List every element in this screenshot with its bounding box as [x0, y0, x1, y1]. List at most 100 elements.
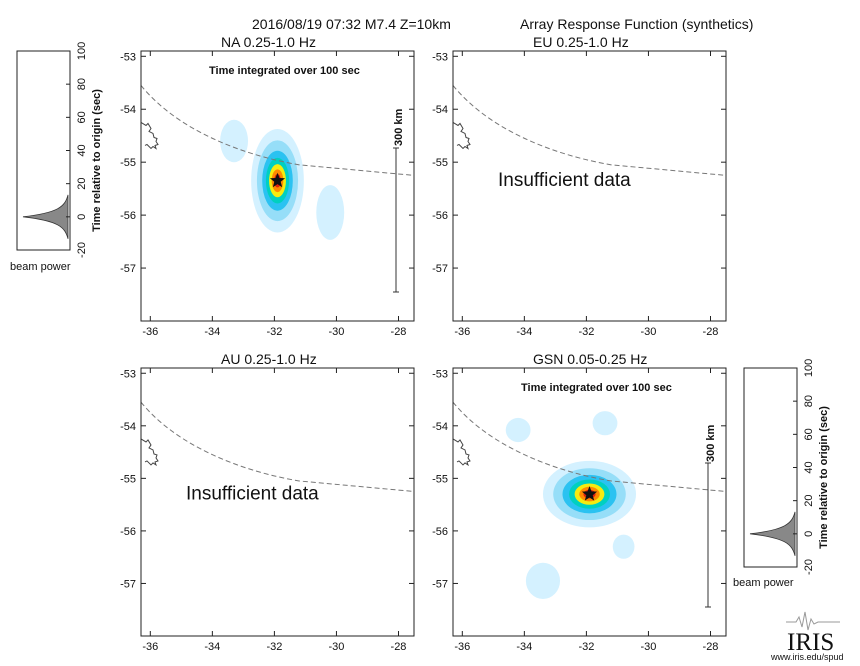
beam-tick-label: -20	[803, 559, 815, 575]
y-tick-label: -56	[432, 210, 448, 222]
beam-tick-label: -20	[76, 242, 88, 258]
x-tick-label: -32	[266, 641, 282, 653]
heat-blob	[612, 534, 635, 559]
x-tick-label: -34	[204, 326, 220, 338]
scale-bar-label: 300 km	[393, 108, 405, 146]
y-tick-label: -54	[120, 421, 136, 433]
x-tick-label: -28	[391, 326, 407, 338]
beam-y-label: Time relative to origin (sec)	[818, 406, 830, 549]
epicenter-star-icon	[581, 486, 598, 501]
heat-blob	[316, 185, 345, 240]
map-frame	[140, 50, 415, 322]
y-tick-label: -57	[432, 263, 448, 275]
y-tick-label: -54	[432, 421, 448, 433]
y-tick-label: -55	[432, 157, 448, 169]
heat-contour	[316, 185, 345, 240]
x-tick-label: -34	[516, 326, 532, 338]
iris-logo: IRIS www.iris.edu/spud	[770, 611, 844, 662]
event-header: 2016/08/19 07:32 M7.4 Z=10km	[252, 16, 451, 32]
y-tick-label: -57	[120, 578, 136, 590]
map-frame	[452, 367, 727, 637]
insufficient-data-message: Insufficient data	[498, 170, 631, 191]
x-tick-label: -32	[578, 641, 594, 653]
x-tick-label: -28	[703, 326, 719, 338]
beam-tick-label: 40	[803, 461, 815, 473]
coastline	[453, 438, 471, 467]
x-tick-label: -36	[454, 326, 470, 338]
x-tick-label: -30	[328, 641, 344, 653]
x-tick-label: -32	[266, 326, 282, 338]
beam-tick-label: 60	[76, 111, 88, 123]
x-tick-label: -30	[328, 326, 344, 338]
heat-contour	[525, 562, 561, 599]
heat-blob	[525, 562, 561, 599]
x-tick-label: -34	[516, 641, 532, 653]
y-tick-label: -53	[120, 368, 136, 380]
beam-tick-label: 20	[76, 178, 88, 190]
x-tick-label: -36	[454, 641, 470, 653]
y-tick-label: -56	[120, 526, 136, 538]
trench-line	[141, 85, 414, 176]
x-tick-label: -36	[142, 641, 158, 653]
heat-blob	[505, 417, 531, 443]
beam-tick-label: 40	[76, 144, 88, 156]
map-panel: -36 -34 -32 -30 -28 -53 -54 -55 -56 -57 EU 0.25-1.…	[432, 34, 727, 338]
beam-tick-label: 20	[803, 495, 815, 507]
beam-power-curve	[22, 194, 69, 239]
iris-url: www.iris.edu/spud	[770, 652, 844, 662]
map-title: NA 0.25-1.0 Hz	[221, 34, 316, 50]
figure-title: Array Response Function (synthetics)	[520, 16, 753, 32]
beam-power-curve	[749, 511, 796, 556]
beam-x-label: beam power	[10, 261, 71, 273]
trench-line	[453, 401, 726, 492]
beam-y-label: Time relative to origin (sec)	[91, 89, 103, 232]
iris-logo-text: IRIS	[787, 629, 834, 656]
integration-note: Time integrated over 100 sec	[521, 382, 672, 394]
x-tick-label: -28	[391, 641, 407, 653]
y-tick-label: -55	[432, 473, 448, 485]
beam-tick-label: 0	[803, 531, 815, 537]
beam-tick-label: 100	[76, 42, 88, 60]
beam-tick-label: 60	[803, 428, 815, 440]
beam-tick-label: 80	[803, 395, 815, 407]
map-frame	[452, 50, 727, 322]
heat-contour	[505, 417, 531, 443]
map-frame	[140, 367, 415, 637]
beam-tick-label: 80	[76, 78, 88, 90]
heat-contour	[592, 411, 618, 436]
beam-tick-label: 0	[76, 214, 88, 220]
y-tick-label: -55	[120, 157, 136, 169]
y-tick-label: -53	[432, 368, 448, 380]
map-panels: -36 -34 -32 -30 -28 -53 -54 -55 -56 -57 NA 0.25-1.…	[120, 34, 727, 653]
y-tick-label: -57	[432, 578, 448, 590]
scale-bar-label: 300 km	[705, 424, 717, 462]
y-tick-label: -57	[120, 263, 136, 275]
map-panel: -36 -34 -32 -30 -28 -53 -54 -55 -56 -57 AU 0.25-1.…	[120, 351, 415, 653]
map-title: GSN 0.05-0.25 Hz	[533, 351, 647, 367]
map-title: AU 0.25-1.0 Hz	[221, 351, 317, 367]
x-tick-label: -30	[640, 641, 656, 653]
x-tick-label: -30	[640, 326, 656, 338]
y-tick-label: -54	[432, 104, 448, 116]
coastline	[141, 122, 159, 150]
beam-x-label: beam power	[733, 577, 794, 589]
y-tick-label: -55	[120, 473, 136, 485]
x-tick-label: -28	[703, 641, 719, 653]
heat-blob	[592, 411, 618, 436]
map-panel: -36 -34 -32 -30 -28 -53 -54 -55 -56 -57 GSN 0.05-0…	[432, 351, 727, 653]
integration-note: Time integrated over 100 sec	[209, 65, 360, 77]
map-title: EU 0.25-1.0 Hz	[533, 34, 629, 50]
x-tick-label: -32	[578, 326, 594, 338]
heat-contour	[220, 119, 249, 163]
y-tick-label: -53	[120, 51, 136, 63]
heat-blob	[220, 119, 249, 163]
y-tick-label: -56	[432, 526, 448, 538]
coastline	[453, 122, 471, 150]
y-tick-label: -53	[432, 51, 448, 63]
x-tick-label: -34	[204, 641, 220, 653]
epicenter-star-icon	[269, 172, 286, 188]
